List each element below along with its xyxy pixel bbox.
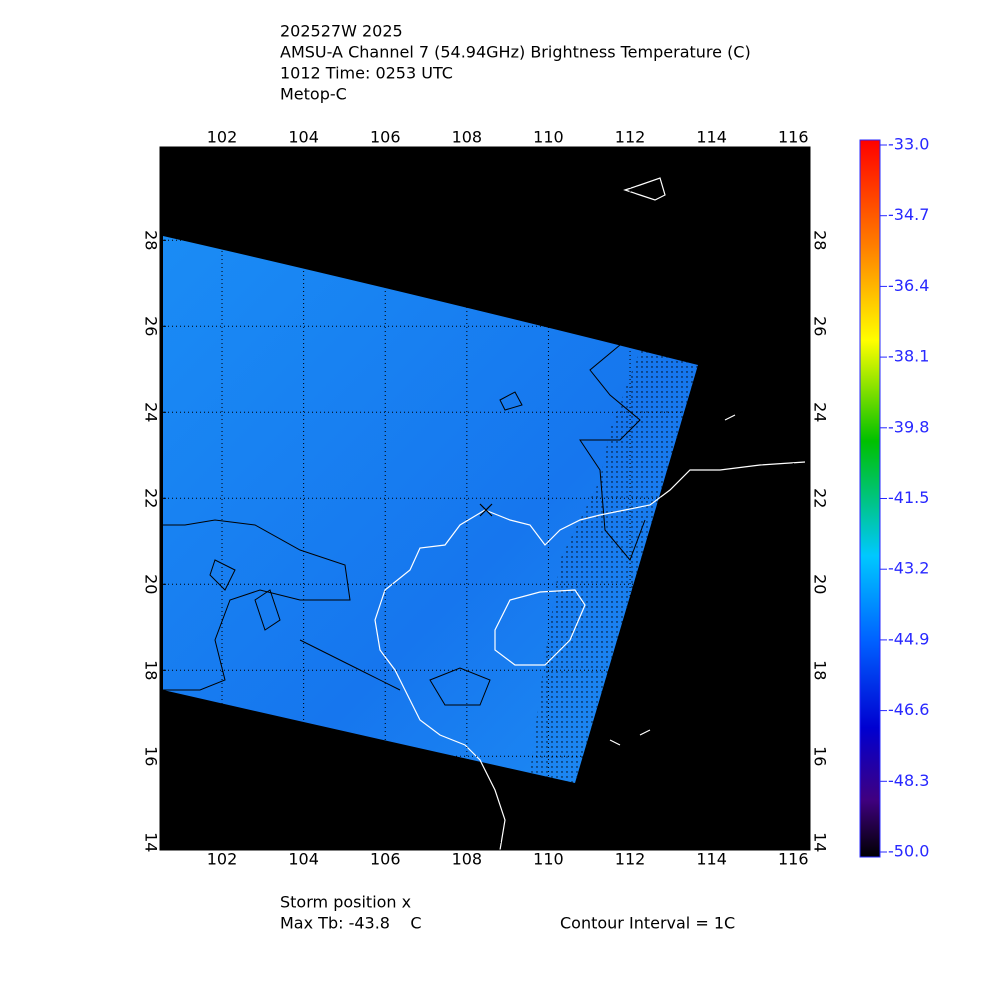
header-line: AMSU-A Channel 7 (54.94GHz) Brightness T… (280, 43, 751, 62)
colorbar-label: -46.6 (888, 700, 929, 719)
y-tick-label: 14 (142, 832, 161, 852)
colorbar: -33.0 -34.7 -36.4 -38.1 -39.8 -41.5 -43.2 -44.9… (859, 135, 929, 861)
x-tick-label: 104 (288, 128, 319, 147)
swath-edge (530, 350, 698, 783)
colorbar-label: -43.2 (888, 559, 929, 578)
x-tick-label: 108 (452, 128, 483, 147)
y-tick-label: 20 (811, 574, 830, 594)
y-tick-label: 22 (142, 488, 161, 508)
header: 202527W 2025 AMSU-A Channel 7 (54.94GHz)… (280, 22, 751, 104)
y-tick-label: 26 (142, 316, 161, 336)
x-tick-label: 110 (533, 850, 564, 869)
x-tick-label: 112 (615, 128, 646, 147)
x-tick-label: 102 (207, 128, 238, 147)
x-tick-label: 112 (615, 850, 646, 869)
colorbar-label: -33.0 (888, 135, 929, 154)
colorbar-label: -44.9 (888, 629, 929, 648)
y-tick-label: 28 (142, 230, 161, 250)
colorbar-label: -38.1 (888, 347, 929, 366)
y-tick-label: 18 (811, 660, 830, 680)
colorbar-label: -50.0 (888, 842, 929, 861)
colorbar-scale (859, 139, 881, 858)
y-tick-label: 14 (811, 832, 830, 852)
footer-text: Max Tb: -43.8 C (280, 914, 421, 933)
header-line: Metop-C (280, 85, 347, 104)
y-tick-label: 24 (142, 402, 161, 422)
x-tick-label: 106 (370, 128, 401, 147)
y-tick-label: 20 (142, 574, 161, 594)
footer-text: Contour Interval = 1C (560, 914, 735, 933)
x-tick-label: 114 (696, 128, 727, 147)
y-tick-label: 18 (142, 660, 161, 680)
x-tick-label: 102 (207, 850, 238, 869)
y-tick-label: 16 (811, 746, 830, 766)
colorbar-label: -39.8 (888, 417, 929, 436)
x-tick-label: 116 (778, 850, 809, 869)
footer-text: Storm position x (280, 893, 411, 912)
colorbar-label: -48.3 (888, 771, 929, 790)
colorbar-label: -36.4 (888, 276, 929, 295)
x-tick-label: 104 (288, 850, 319, 869)
header-line: 202527W 2025 (280, 22, 403, 41)
x-tick-label: 106 (370, 850, 401, 869)
colorbar-label: -34.7 (888, 205, 929, 224)
y-tick-label: 26 (811, 316, 830, 336)
map (159, 146, 811, 851)
y-tick-label: 16 (142, 746, 161, 766)
y-tick-label: 22 (811, 488, 830, 508)
x-tick-label: 110 (533, 128, 564, 147)
coastline (374, 177, 806, 851)
footer: Storm position x Max Tb: -43.8 C Contour… (280, 893, 735, 933)
x-tick-label: 116 (778, 128, 809, 147)
header-line: 1012 Time: 0253 UTC (280, 64, 453, 83)
x-tick-label: 108 (452, 850, 483, 869)
y-tick-label: 24 (811, 402, 830, 422)
colorbar-label: -41.5 (888, 488, 929, 507)
x-tick-label: 114 (696, 850, 727, 869)
storm-marker (479, 503, 493, 517)
contours (163, 344, 646, 706)
y-tick-label: 28 (811, 230, 830, 250)
